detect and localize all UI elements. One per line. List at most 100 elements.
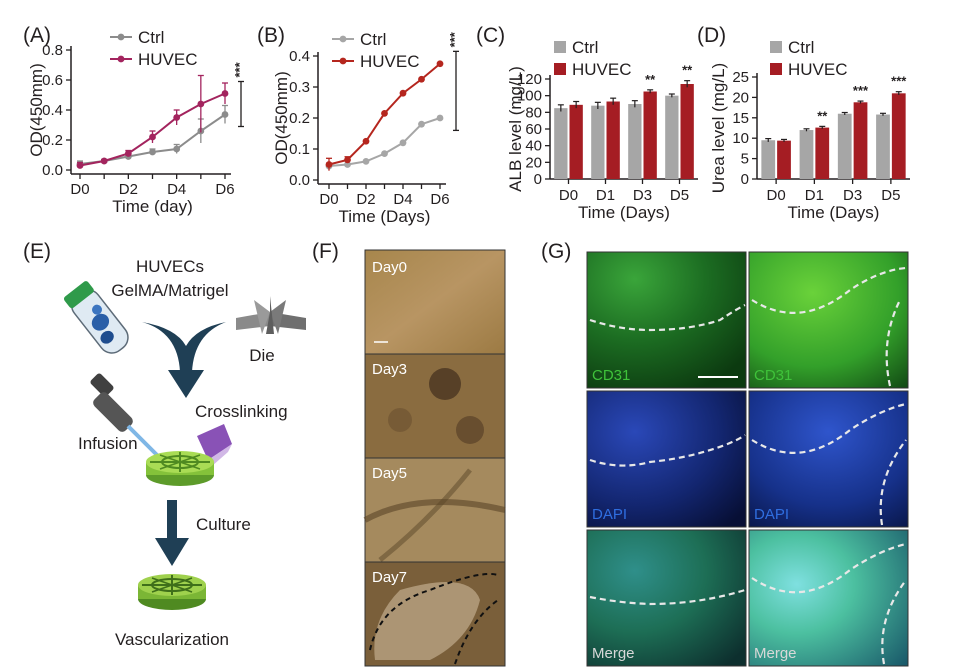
chart-b-legend-label: HUVEC [360, 52, 420, 71]
chart-d-bar-huvec [815, 127, 830, 179]
chart-d-xlabel: Time (Days) [788, 203, 880, 222]
chart-c-bar-huvec [643, 91, 657, 179]
chart-a-point-huvec [76, 162, 84, 169]
chart-a-ytick-label: 0.0 [42, 162, 63, 179]
chart-a-xtick-label: D6 [215, 181, 234, 198]
chart-a-xlabel: Time (day) [112, 197, 193, 216]
dapi-image-left [586, 390, 747, 528]
chart-c-bar-ctrl [591, 105, 605, 179]
chart-a-point-huvec [221, 90, 229, 97]
chart-d-sig-label: *** [891, 74, 907, 89]
chart-b-point-huvec [436, 60, 444, 68]
chart-b-sig-label: *** [447, 31, 462, 47]
cd31-label-right: CD31 [754, 367, 792, 384]
chart-d-ytick-label: 15 [732, 110, 749, 127]
chart-d-xtick-label: D0 [767, 187, 786, 204]
chart-c-xtick-label: D0 [559, 187, 578, 204]
chart-d-ytick-label: 0 [741, 171, 749, 188]
day5-label: Day5 [372, 465, 407, 482]
chart-a-point-ctrl [173, 145, 181, 153]
merge-image-left [586, 529, 747, 667]
chart-b-point-huvec [344, 156, 351, 164]
chart-a-xtick-label: D4 [167, 181, 186, 198]
chart-a-ytick-label: 0.2 [42, 132, 63, 149]
chart-c-bar-ctrl [628, 104, 642, 179]
chart-c-xlabel: Time (Days) [578, 203, 670, 222]
chart-c-bar-ctrl [665, 95, 679, 179]
chart-b-ytick-label: 0.3 [289, 79, 310, 96]
vascularization-label: Vascularization [115, 630, 229, 649]
chart-d-bar-ctrl [876, 114, 890, 179]
chart-b-ytick-label: 0.2 [289, 110, 310, 127]
chart-c-sig-label: ** [682, 63, 693, 78]
chart-a: 0.0 0.2 0.4 0.6 0.8 D0 D2 D4 D6 Time (day) OD(450m… [27, 28, 247, 216]
vessel-boundary-day7 [369, 573, 499, 651]
chart-d-ytick-label: 20 [732, 89, 749, 106]
chart-a-point-huvec [100, 157, 108, 165]
schematic-panel: HUVECs GelMA/Matrigel Die [63, 257, 306, 649]
dapi-label-left: DAPI [592, 506, 627, 523]
chart-d-sig-label: *** [853, 83, 869, 98]
chart-d-ytick-label: 10 [732, 130, 749, 147]
chart-a-sig-label: *** [232, 61, 247, 77]
chart-b-point-huvec [362, 137, 370, 145]
micrograph-panel: Day0 Day3 Day5 Day7 [363, 249, 506, 667]
chart-c-xtick-label: D5 [670, 187, 689, 204]
chart-c-xtick-label: D1 [596, 187, 615, 204]
chart-a-legend-label: Ctrl [138, 28, 164, 47]
panel-label-c: (C) [476, 24, 505, 47]
day0-label: Day0 [372, 259, 407, 276]
chart-b-ytick-label: 0.0 [289, 172, 310, 189]
chart-c-sig-label: ** [645, 72, 656, 87]
chart-b-legend-marker [339, 35, 347, 43]
chart-a-ytick-label: 0.8 [42, 42, 63, 59]
vessel-boundaries [589, 266, 907, 665]
chart-a-ytick-label: 0.4 [42, 102, 63, 119]
micrograph-day3 [364, 353, 506, 459]
chart-d-xtick-label: D3 [843, 187, 862, 204]
chart-a-legend-label: HUVEC [138, 50, 198, 69]
chart-b-point-ctrl [418, 120, 425, 128]
chart-a-xtick-label: D2 [119, 181, 138, 198]
chart-a-point-huvec [197, 100, 205, 108]
crosslinking-label: Crosslinking [195, 402, 288, 421]
chart-d-bar-huvec [853, 102, 868, 179]
chart-b-point-huvec [325, 161, 333, 168]
culture-label: Culture [196, 515, 251, 534]
chart-c-ytick-label: 0 [534, 171, 542, 188]
chart-b-xtick-label: D6 [430, 191, 449, 208]
chart-c-legend-label: Ctrl [572, 38, 598, 57]
chart-b-point-ctrl [344, 161, 351, 168]
chart-d-bar-ctrl [799, 130, 814, 179]
merge-arrow-icon [142, 322, 226, 398]
chart-d: 0 5 10 15 20 25 D0 D1 ** D3 *** D5 *** Time (Days) Ure… [709, 38, 910, 222]
chart-c-ytick-label: 120 [517, 71, 542, 88]
chart-c-legend-label: HUVEC [572, 60, 632, 79]
chart-b-point-ctrl [381, 150, 388, 158]
chart-b-xtick-label: D4 [393, 191, 412, 208]
chart-c-bar-ctrl [554, 108, 568, 179]
chart-c-legend-swatch [554, 63, 566, 75]
chart-b-xlabel: Time (Days) [339, 207, 431, 226]
chart-c-ylabel: ALB level (mg/L) [506, 66, 525, 192]
chart-d-xtick-label: D1 [805, 187, 824, 204]
chart-d-bar-huvec [891, 93, 906, 179]
dapi-label-right: DAPI [754, 506, 789, 523]
panel-label-d: (D) [697, 24, 726, 47]
schematic-title-line1: HUVECs [136, 257, 204, 276]
panel-label-f: (F) [312, 240, 339, 263]
chart-b-point-huvec [399, 89, 407, 97]
die-icon [236, 296, 306, 334]
chart-d-legend-label: HUVEC [788, 60, 848, 79]
chart-c-legend-swatch [554, 41, 566, 53]
day7-label: Day7 [372, 569, 407, 586]
chart-d-legend-swatch [770, 63, 782, 75]
panel-label-g: (G) [541, 240, 571, 263]
chart-a-ytick-label: 0.6 [42, 72, 63, 89]
chart-a-point-huvec [173, 114, 181, 121]
chart-d-bar-ctrl [761, 140, 776, 179]
chart-a-legend-marker [117, 55, 125, 63]
chart-d-xtick-label: D5 [881, 187, 900, 204]
